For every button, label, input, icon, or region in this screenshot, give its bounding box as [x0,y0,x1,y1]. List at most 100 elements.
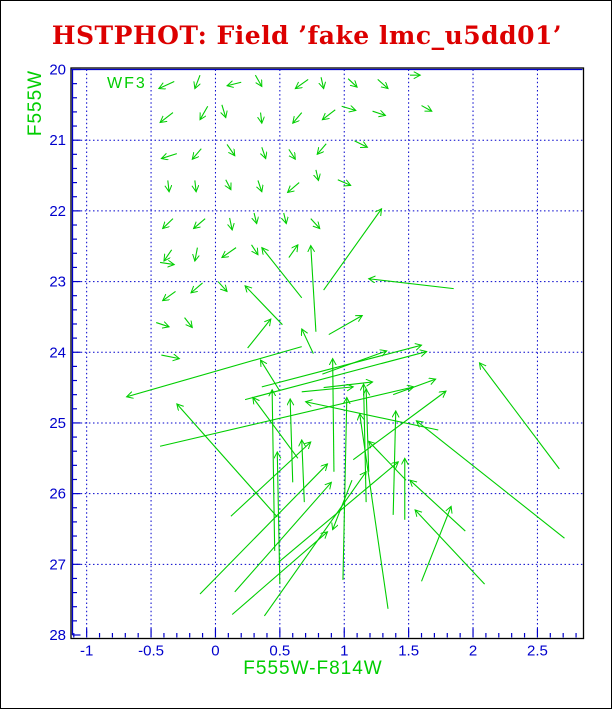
arrow [393,411,396,515]
arrow [364,384,367,503]
y-tick-label: 25 [49,415,66,432]
arrow [245,286,283,326]
arrow [301,387,354,393]
arrow [341,106,356,110]
arrow [168,180,169,191]
arrow [277,452,280,585]
arrow [262,248,303,299]
arrow [317,143,327,155]
field-annotation: WF3 [107,75,147,92]
arrow [217,281,227,292]
x-tick-label: 2 [469,643,477,660]
plot-frame [70,67,585,640]
arrow [177,404,278,518]
arrow [302,440,305,503]
arrow [194,218,206,229]
arrow [284,212,287,224]
arrow [369,279,454,290]
arrow [421,106,432,112]
arrow [293,112,303,124]
arrow [323,209,382,291]
axis-ticks [72,68,577,638]
y-tick-label: 20 [49,62,66,79]
arrow [227,82,242,86]
arrow [316,169,319,181]
arrow [251,244,258,255]
arrow [159,81,175,89]
arrow [337,179,351,186]
arrow [354,140,368,147]
x-tick-label: 1.5 [398,643,419,660]
arrow [258,180,262,191]
arrow [369,441,407,481]
arrow [321,77,324,88]
gridlines [72,69,583,635]
arrow [333,359,334,472]
arrow [254,74,261,86]
arrow [234,482,332,593]
arrow [290,399,293,483]
arrow [222,247,237,258]
y-tick-label: 24 [49,344,66,361]
arrow [421,506,452,582]
displacement-arrows [127,74,565,617]
y-tick-label: 26 [49,486,66,503]
arrow [261,360,281,392]
arrow [160,112,174,123]
arrow [360,414,389,609]
arrow [159,387,414,447]
arrow [272,390,275,551]
arrow [311,246,317,332]
arrow [410,480,466,532]
x-tick-label: 0 [211,643,219,660]
arrow [247,319,271,349]
arrow [288,245,298,258]
arrow [156,323,169,327]
arrow [262,147,266,158]
arrow [184,317,193,328]
arrow [222,104,226,118]
y-tick-label: 21 [49,132,66,149]
arrow [392,379,436,396]
arrow [163,218,174,229]
arrow [195,247,198,261]
arrow [195,180,196,191]
arrow [302,329,314,354]
arrow [328,315,362,336]
arrow [263,472,366,617]
arrow [200,105,209,119]
y-tick-label: 22 [49,203,66,220]
x-tick-label: -1 [80,643,93,660]
arrow [161,154,177,159]
arrow [479,363,560,470]
arrow [295,78,309,88]
arrow [288,182,300,193]
arrow [347,78,357,87]
x-axis-title: F555W-F814W [243,658,383,679]
arrow [230,442,311,517]
arrow [261,345,422,388]
arrow [377,78,388,88]
y-tick-label: 28 [49,627,66,644]
arrow [306,402,439,431]
y-tick-label: 23 [49,274,66,291]
arrow [191,282,203,293]
arrow [415,510,486,585]
arrow [342,397,347,580]
arrow [322,109,336,120]
arrow [192,148,202,160]
arrow [163,291,176,300]
arrow [226,144,235,155]
x-tick-label: -0.5 [138,643,164,660]
y-tick-label: 27 [49,556,66,573]
x-tick-label: 2.5 [527,643,548,660]
arrow [261,112,262,124]
arrow [127,346,302,397]
arrow [310,218,320,229]
x-tick-label: 0.5 [269,643,290,660]
x-tick-label: 1 [340,643,348,660]
arrow [416,421,565,539]
arrow [322,351,386,375]
